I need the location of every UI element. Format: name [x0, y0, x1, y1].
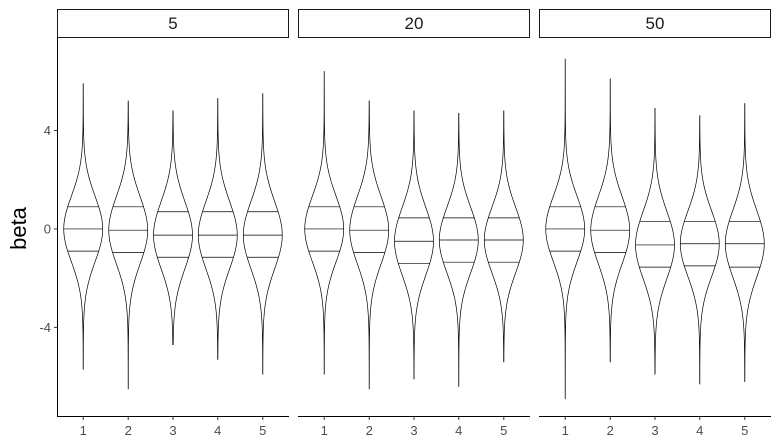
violin-20-4 [438, 112, 479, 387]
violin-20-2 [349, 100, 390, 390]
x-tick-label: 4 [696, 423, 703, 438]
x-tick-label: 3 [169, 423, 176, 438]
x-tick-label: 4 [455, 423, 462, 438]
violin-20-5 [483, 110, 524, 363]
violin-20-3 [394, 110, 434, 380]
y-axis-label: beta [6, 206, 31, 250]
x-tick-label: 2 [607, 423, 614, 438]
violin-5-3 [153, 110, 193, 345]
y-tick-label: 4 [44, 123, 51, 138]
violin-50-3 [635, 108, 675, 375]
x-tick-label: 1 [80, 423, 87, 438]
x-tick-label: 1 [321, 423, 328, 438]
violin-50-2 [590, 78, 631, 363]
violin-50-5 [724, 103, 765, 382]
facet-panel-50: 50 1 2 3 4 5 [539, 9, 771, 438]
x-tick-label: 5 [259, 423, 266, 438]
x-tick-label: 3 [651, 423, 658, 438]
facet-strip-label: 5 [168, 14, 177, 33]
violin-5-4 [197, 98, 238, 360]
violin-5-2 [108, 100, 149, 390]
facet-strip [57, 9, 289, 38]
x-tick-label: 1 [562, 423, 569, 438]
facet-strip-label: 50 [646, 14, 665, 33]
x-tick-label: 5 [741, 423, 748, 438]
x-tick-label: 3 [410, 423, 417, 438]
violin-50-4 [679, 115, 720, 385]
facet-strip [539, 9, 771, 38]
facet-panel-20: 20 1 2 3 4 5 [298, 9, 530, 438]
x-tick-label: 4 [214, 423, 221, 438]
facet-strip [298, 9, 530, 38]
y-tick-label: 0 [44, 221, 51, 236]
x-tick-label: 5 [500, 423, 507, 438]
violin-5-1 [63, 83, 104, 370]
facet-strip-label: 20 [405, 14, 424, 33]
x-tick-label: 2 [366, 423, 373, 438]
x-tick-label: 2 [125, 423, 132, 438]
violin-5-5 [242, 93, 283, 375]
violin-20-1 [304, 71, 345, 375]
facet-panel-5: 5 -4 0 4 1 2 3 4 5 [39, 9, 289, 438]
y-tick-label: -4 [39, 320, 51, 335]
